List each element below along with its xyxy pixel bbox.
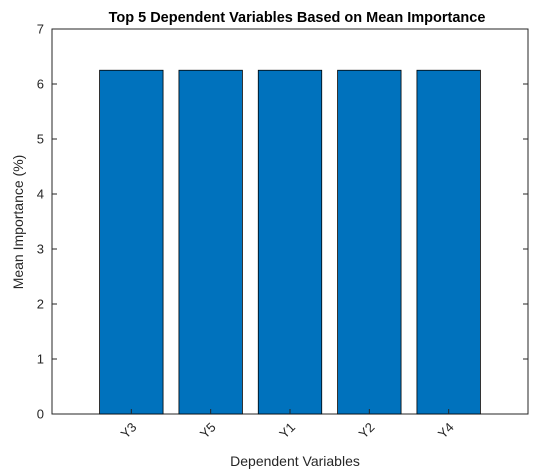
bar-y3 bbox=[99, 69, 164, 415]
y-tick-label: 6 bbox=[37, 77, 44, 92]
bar-y5 bbox=[178, 69, 243, 415]
x-tick-label: Y5 bbox=[197, 420, 219, 442]
y-axis-title: Mean Importance (%) bbox=[10, 155, 26, 290]
bar-y2 bbox=[337, 69, 402, 415]
y-tick-label: 3 bbox=[37, 242, 44, 257]
chart-title: Top 5 Dependent Variables Based on Mean … bbox=[109, 10, 486, 26]
bar-y4 bbox=[416, 69, 481, 415]
x-tick-label: Y4 bbox=[435, 420, 457, 442]
y-tick-label: 0 bbox=[37, 407, 44, 422]
y-tick-label: 7 bbox=[37, 22, 44, 37]
x-tick-label: Y2 bbox=[356, 420, 378, 442]
y-axis-ticks: 0 1 2 3 4 5 6 7 bbox=[37, 22, 528, 422]
x-tick-label: Y3 bbox=[118, 420, 140, 442]
y-tick-label: 4 bbox=[37, 187, 44, 202]
bars-group bbox=[99, 69, 481, 415]
bar-y1 bbox=[257, 69, 323, 415]
y-tick-label: 5 bbox=[37, 132, 44, 147]
x-axis-title: Dependent Variables bbox=[230, 453, 360, 469]
x-tick-label: Y1 bbox=[276, 420, 298, 442]
y-tick-label: 2 bbox=[37, 297, 44, 312]
y-tick-label: 1 bbox=[37, 352, 44, 367]
